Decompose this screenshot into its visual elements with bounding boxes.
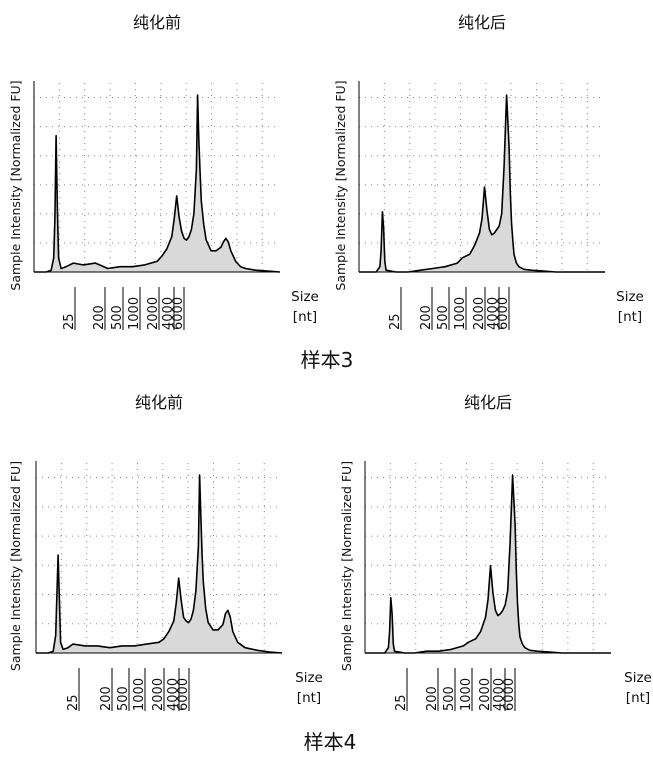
chart-title: 纯化后 xyxy=(458,13,506,32)
size-tick-label: 500 xyxy=(442,686,457,711)
size-tick-label: 1000 xyxy=(127,297,142,330)
chart-panel-2: 纯化后 Sample Intensity [Normalized FU] 25 200… xyxy=(333,13,644,330)
trace-line xyxy=(359,94,605,273)
x-axis-label: [nt] xyxy=(626,690,650,706)
size-tick-label: 6000 xyxy=(502,678,517,711)
x-axis-label: [nt] xyxy=(618,309,642,325)
x-axis-label: [nt] xyxy=(293,309,317,325)
size-tick-label: 2000 xyxy=(151,678,166,711)
trace-fill xyxy=(34,95,280,272)
size-tick-label: 6000 xyxy=(496,297,511,330)
size-tick-label: 500 xyxy=(110,305,125,330)
size-tick-label: 25 xyxy=(62,313,77,330)
size-tick-label: 6000 xyxy=(176,678,191,711)
size-tick-label: 4000 xyxy=(161,297,176,330)
chart-panel-4: 纯化后 Sample Intensity [Normalized FU] 25 200… xyxy=(339,393,652,711)
trace-line xyxy=(36,474,283,654)
trace-fill xyxy=(365,475,611,653)
y-axis-label: Sample Intensity [Normalized FU] xyxy=(8,461,23,671)
chart-title: 纯化后 xyxy=(464,393,512,412)
size-tick-label: 4000 xyxy=(492,678,507,711)
size-tick-label: 500 xyxy=(116,686,131,711)
size-tick-label: 200 xyxy=(425,686,440,711)
size-tick-label: 2000 xyxy=(478,678,493,711)
size-tick-label: 4000 xyxy=(486,297,501,330)
x-axis-label: Size xyxy=(616,289,644,305)
chart-title: 纯化前 xyxy=(135,393,183,412)
trace-line xyxy=(365,474,611,654)
size-tick-label: 200 xyxy=(99,686,114,711)
chart-panel-3: 纯化前 Sample Intensity [Normalized FU] 25 200… xyxy=(8,393,323,711)
y-axis-label: Sample Intensity [Normalized FU] xyxy=(8,80,23,290)
size-tick-label: 200 xyxy=(92,305,107,330)
size-tick-label: 1000 xyxy=(132,678,147,711)
x-axis-label: Size xyxy=(295,670,323,686)
size-tick-label: 4000 xyxy=(166,678,181,711)
x-axis-label: Size xyxy=(291,289,319,305)
size-tick-label: 25 xyxy=(66,694,81,711)
y-axis-label: Sample Intensity [Normalized FU] xyxy=(339,461,354,671)
x-axis-label: Size xyxy=(624,670,652,686)
y-axis-label: Sample Intensity [Normalized FU] xyxy=(333,80,348,290)
size-tick-label: 1000 xyxy=(459,678,474,711)
x-axis-label: [nt] xyxy=(297,690,321,706)
sample-label-3: 样本3 xyxy=(301,348,354,372)
size-tick-label: 2000 xyxy=(146,297,161,330)
trace-fill xyxy=(36,475,282,653)
size-tick-label: 25 xyxy=(388,313,403,330)
size-tick-label: 200 xyxy=(419,305,434,330)
size-tick-label: 25 xyxy=(394,694,409,711)
trace-fill xyxy=(359,95,605,272)
chart-panel-1: 纯化前 Sample Intensity [Normalized FU] 25 200… xyxy=(8,13,319,330)
size-tick-label: 500 xyxy=(436,305,451,330)
size-tick-label: 1000 xyxy=(453,297,468,330)
size-tick-label: 2000 xyxy=(472,297,487,330)
trace-line xyxy=(34,94,281,273)
size-tick-label: 6000 xyxy=(171,297,186,330)
sample-label-4: 样本4 xyxy=(304,730,357,754)
chart-title: 纯化前 xyxy=(133,13,181,32)
